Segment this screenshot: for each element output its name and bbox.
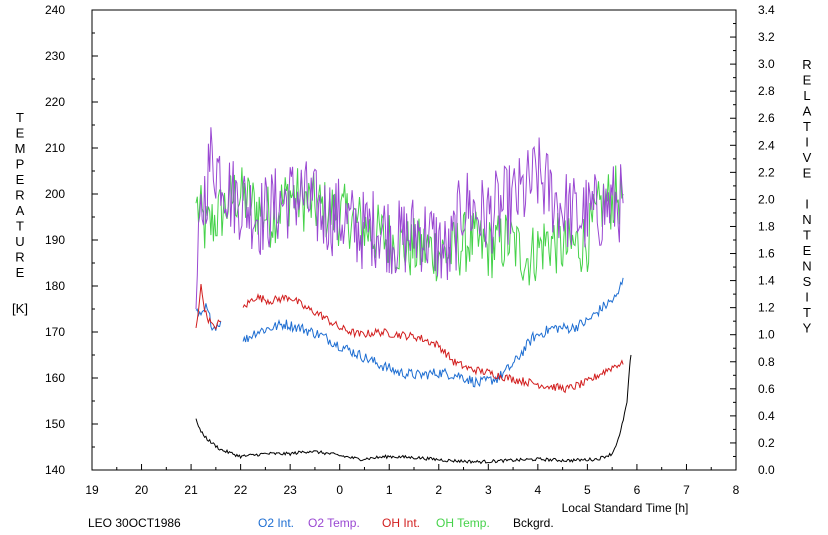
- y-axis-label-left-char: E: [16, 126, 25, 141]
- y-axis-label-left-char: E: [16, 172, 25, 187]
- x-tick-label: 0: [336, 483, 343, 497]
- left-tick-label: 190: [45, 233, 65, 247]
- y-axis-label-left-char: P: [16, 157, 25, 172]
- right-tick-label: 2.6: [758, 111, 775, 125]
- legend-entry: OH Int.: [382, 516, 420, 530]
- series-layer: [195, 127, 632, 465]
- right-tick-label: 0.2: [758, 436, 775, 450]
- series-line-o2-int: [195, 303, 222, 331]
- left-tick-label: 230: [45, 49, 65, 63]
- legend-entry: OH Temp.: [436, 516, 490, 530]
- y-axis-label-right-char: R: [802, 57, 811, 72]
- x-tick-label: 4: [535, 483, 542, 497]
- x-tick-label: 19: [85, 483, 99, 497]
- y-axis-label-right-char: A: [803, 104, 812, 119]
- x-tick-label: 7: [683, 483, 690, 497]
- right-tick-label: 1.4: [758, 274, 775, 288]
- right-tick-label: 0.8: [758, 355, 775, 369]
- right-tick-label: 1.8: [758, 219, 775, 233]
- y-axis-label-right-char: T: [803, 305, 811, 320]
- y-axis-label-left-char: E: [16, 265, 25, 280]
- left-tick-label: 160: [45, 371, 65, 385]
- right-tick-label: 0.4: [758, 409, 775, 423]
- left-tick-label: 180: [45, 279, 65, 293]
- left-tick-label: 220: [45, 95, 65, 109]
- y-axis-label-right-char: N: [802, 259, 811, 274]
- left-tick-label: 170: [45, 325, 65, 339]
- y-axis-unit-left: [K]: [12, 301, 28, 316]
- x-tick-label: 8: [733, 483, 740, 497]
- x-tick-label: 22: [234, 483, 248, 497]
- right-tick-label: 2.0: [758, 192, 775, 206]
- y-axis-label-right-char: S: [803, 274, 812, 289]
- y-axis-label-left-char: U: [15, 234, 24, 249]
- y-axis-label-right-char: E: [803, 73, 812, 88]
- left-axis: 140 150 160 170 180 190 200 210 220 230 240: [45, 3, 98, 477]
- y-axis-label-left-char: T: [16, 219, 24, 234]
- left-tick-label: 210: [45, 141, 65, 155]
- y-axis-label-left-char: T: [16, 110, 24, 125]
- x-tick-label: 2: [435, 483, 442, 497]
- right-tick-label: 3.4: [758, 3, 775, 17]
- legend-entry: O2 Temp.: [308, 516, 360, 530]
- series-line-oh-int: [242, 293, 624, 394]
- y-axis-label-right-char: Y: [803, 321, 812, 336]
- right-tick-label: 2.2: [758, 165, 775, 179]
- right-tick-label: 3.0: [758, 57, 775, 71]
- right-axis: 0.0 0.2 0.4 0.6 0.8 1.0 1.2 1.4 1.6 1.8 2.0 2.2 2.4 2…: [730, 3, 775, 477]
- y-axis-label-right-char: L: [803, 88, 810, 103]
- right-tick-label: 2.8: [758, 84, 775, 98]
- y-axis-label-right-char: N: [802, 212, 811, 227]
- x-tick-label: 3: [485, 483, 492, 497]
- station-label: LEO 30OCT1986: [88, 516, 181, 530]
- legend: O2 Int. O2 Temp. OH Int. OH Temp. Bckgrd.: [258, 516, 554, 530]
- right-tick-label: 1.2: [758, 301, 775, 315]
- x-tick-label: 6: [634, 483, 641, 497]
- left-tick-label: 200: [45, 187, 65, 201]
- x-tick-label: 1: [386, 483, 393, 497]
- left-tick-label: 150: [45, 417, 65, 431]
- series-line-o2-temp: [195, 127, 624, 310]
- y-axis-label-right-char: E: [803, 243, 812, 258]
- y-axis-label-left-char: A: [16, 203, 25, 218]
- y-axis-label-left-char: M: [15, 141, 26, 156]
- legend-entry: O2 Int.: [258, 516, 294, 530]
- y-axis-label-right-char: V: [803, 150, 812, 165]
- right-tick-label: 1.6: [758, 247, 775, 261]
- right-tick-label: 1.0: [758, 328, 775, 342]
- legend-entry: Bckgrd.: [513, 516, 554, 530]
- right-tick-label: 3.2: [758, 30, 775, 44]
- y-axis-label-left-char: R: [15, 188, 24, 203]
- x-tick-label: 5: [584, 483, 591, 497]
- x-axis: 19 20 21 22 23 0 1 2 3 4 5 6 7 8: [85, 464, 740, 497]
- left-tick-label: 140: [45, 463, 65, 477]
- x-axis-label: Local Standard Time [h]: [562, 501, 689, 515]
- right-tick-label: 0.6: [758, 382, 775, 396]
- series-line-o2-int: [242, 277, 624, 388]
- y-axis-label-right-char: I: [805, 290, 809, 305]
- x-tick-label: 21: [184, 483, 198, 497]
- x-tick-label: 20: [135, 483, 149, 497]
- series-line-bckgrd: [195, 354, 632, 465]
- y-axis-label-right-char: T: [803, 119, 811, 134]
- x-tick-label: 23: [283, 483, 297, 497]
- right-tick-label: 0.0: [758, 463, 775, 477]
- y-axis-label-right-char: E: [803, 166, 812, 181]
- series-line-oh-int: [195, 284, 221, 330]
- y-axis-label-right-char: I: [805, 197, 809, 212]
- y-axis-label-right-char: T: [803, 228, 811, 243]
- y-axis-label-left-char: R: [15, 250, 24, 265]
- right-tick-label: 2.4: [758, 138, 775, 152]
- y-axis-label-right-char: I: [805, 135, 809, 150]
- left-tick-label: 240: [45, 3, 65, 17]
